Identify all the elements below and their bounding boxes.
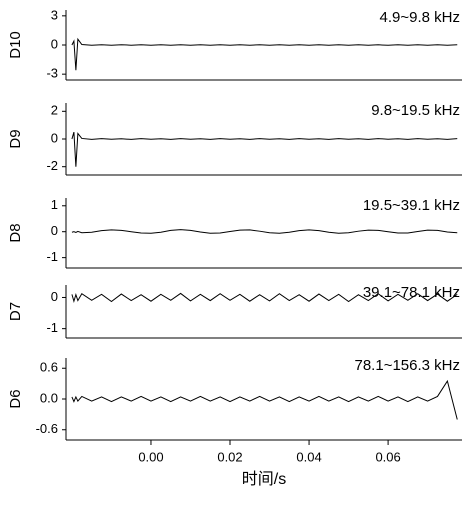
y-tick-label: -3 <box>46 66 58 81</box>
y-tick-label: 1 <box>51 197 58 212</box>
y-axis-label: D7 <box>7 302 24 321</box>
y-tick-label: -0.6 <box>36 421 58 436</box>
signal-line <box>71 292 458 303</box>
annotation: 39.1~78.1 kHz <box>363 284 460 301</box>
x-axis-label: 时间/s <box>242 470 286 488</box>
signal-line <box>71 131 458 167</box>
y-tick-label: -1 <box>46 320 58 335</box>
annotation: 78.1~156.3 kHz <box>355 357 461 374</box>
x-tick-label: 0.06 <box>375 449 400 464</box>
signal-line <box>71 37 458 71</box>
y-tick-label: 0 <box>51 289 58 304</box>
annotation: 9.8~19.5 kHz <box>371 102 460 119</box>
y-tick-label: -1 <box>46 249 58 264</box>
y-tick-label: 0.0 <box>40 390 58 405</box>
x-tick-label: 0.02 <box>217 449 242 464</box>
y-axis-label: D10 <box>7 31 24 59</box>
y-tick-label: -2 <box>46 158 58 173</box>
y-axis-label: D8 <box>7 223 24 242</box>
y-tick-label: 0 <box>51 223 58 238</box>
signal-line <box>71 229 458 234</box>
y-tick-label: 2 <box>51 103 58 118</box>
signal-line <box>71 379 458 420</box>
y-tick-label: 0.6 <box>40 360 58 375</box>
x-tick-label: 0.04 <box>296 449 321 464</box>
y-axis-label: D6 <box>7 389 24 408</box>
y-tick-label: 0 <box>51 36 58 51</box>
annotation: 4.9~9.8 kHz <box>380 9 460 26</box>
y-tick-label: 3 <box>51 7 58 22</box>
y-tick-label: 0 <box>51 130 58 145</box>
y-axis-label: D9 <box>7 129 24 148</box>
x-tick-label: 0.00 <box>138 449 163 464</box>
annotation: 19.5~39.1 kHz <box>363 197 460 214</box>
